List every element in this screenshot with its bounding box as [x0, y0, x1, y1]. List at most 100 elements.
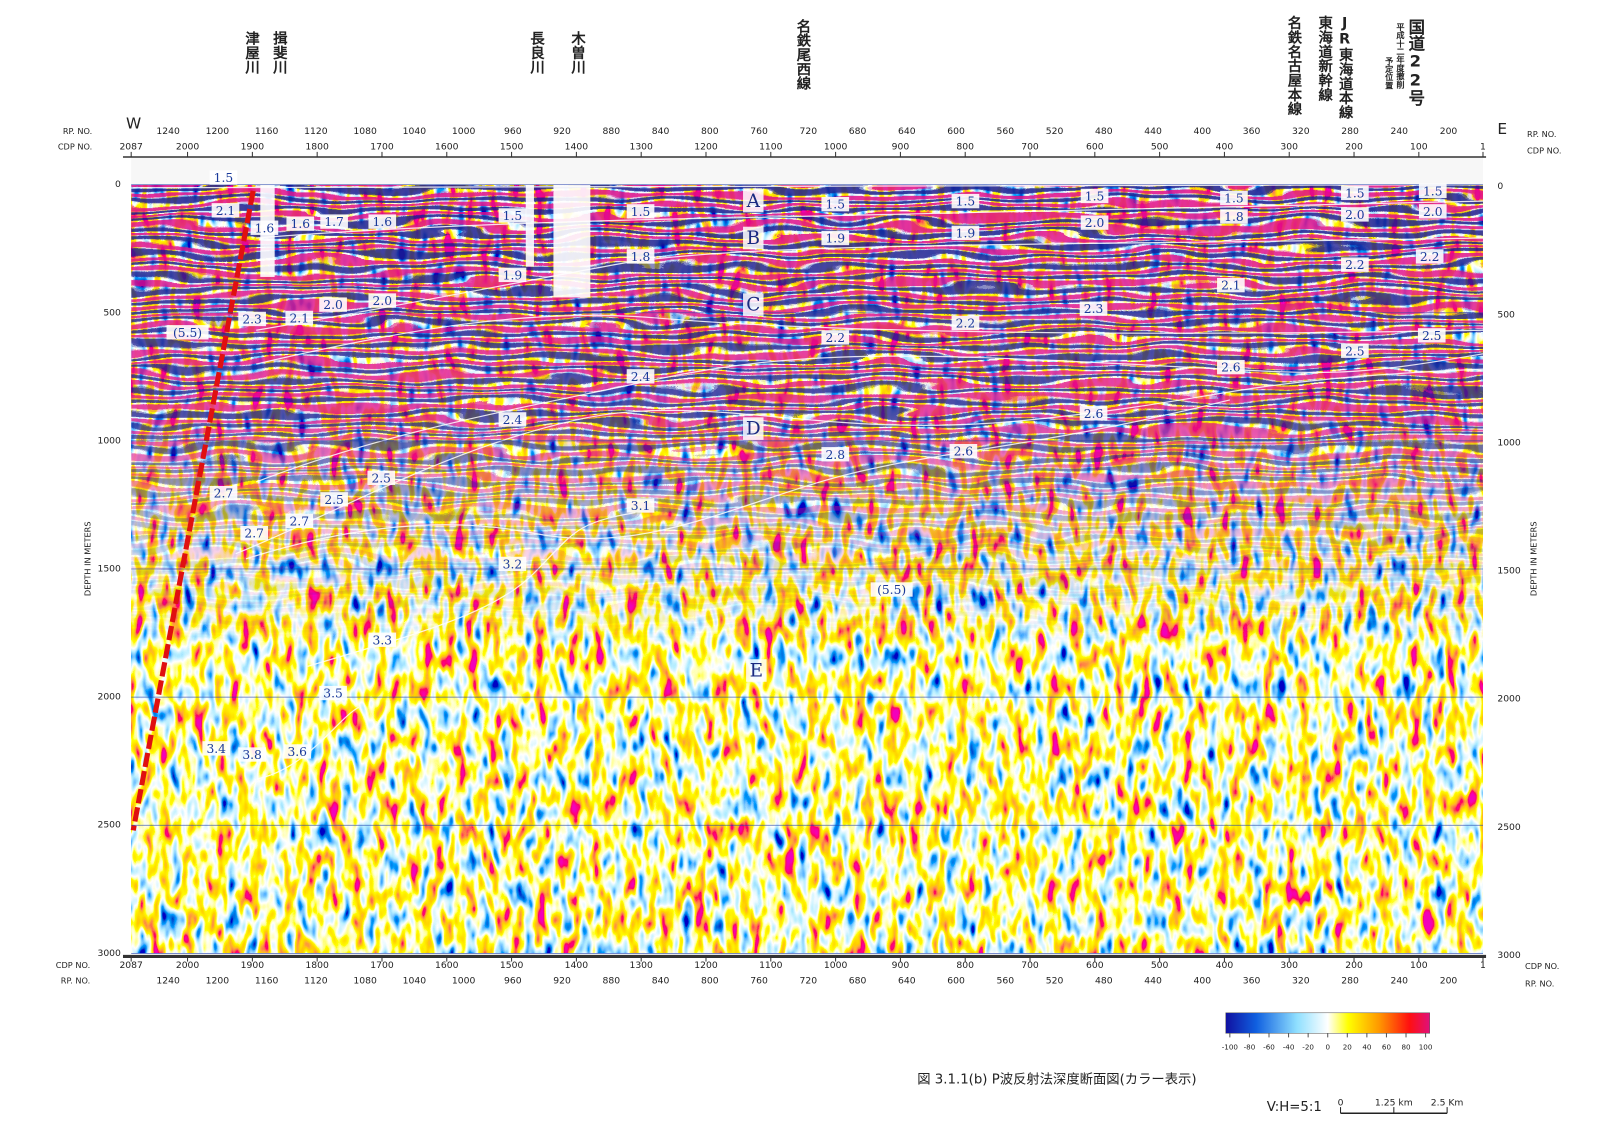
- rp-tick-label: 480: [1095, 126, 1113, 137]
- rp-tick-label: 1000: [452, 976, 476, 987]
- velocity-label-box: [1341, 207, 1369, 222]
- velocity-label-box: [367, 470, 396, 485]
- rp-tick-label: 280: [1341, 976, 1359, 987]
- velocity-label: 1.5: [1085, 189, 1105, 203]
- velocity-label: 2.0: [1423, 205, 1443, 219]
- depth-tick-label: 1500: [97, 564, 121, 575]
- cdp-tick-label: 500: [1151, 960, 1169, 971]
- cdp-tick-label: 2087: [119, 141, 143, 152]
- velocity-label: 2.7: [244, 527, 264, 541]
- scale-tick-label: 1.25 km: [1375, 1097, 1413, 1108]
- cdp-tick-label: 1300: [629, 141, 653, 152]
- velocity-label: 2.7: [214, 487, 234, 501]
- velocity-label: 2.5: [1422, 329, 1442, 343]
- velocity-label: 2.2: [956, 317, 976, 331]
- colorbar-tick-label: -60: [1263, 1043, 1275, 1052]
- velocity-label-box: [238, 747, 266, 762]
- cdp-tick-label: 100: [1410, 141, 1428, 152]
- cdp-tick-label: 1200: [694, 960, 718, 971]
- place-label: 長良川: [528, 31, 545, 75]
- velocity-label: 1.5: [631, 205, 651, 219]
- velocity-label-box: [319, 685, 347, 701]
- velocity-label-box: [951, 315, 980, 331]
- horizon-label-box: [743, 226, 764, 250]
- cdp-tick-label: 1100: [759, 141, 783, 152]
- horizon-label-box: [743, 293, 764, 316]
- depth-tick-label: 1500: [1497, 566, 1521, 577]
- cdp-tick-label: 1700: [370, 960, 394, 971]
- rp-tick-label: 880: [603, 976, 621, 987]
- depth-tick-label: 0: [1497, 181, 1503, 192]
- velocity-label: 2.0: [323, 298, 343, 312]
- rp-tick-label: 1160: [255, 976, 279, 987]
- velocity-label-box: [1341, 257, 1369, 272]
- velocity-label: 3.2: [503, 557, 523, 571]
- colorbar: [1225, 1012, 1430, 1034]
- velocity-label-box: [368, 293, 397, 308]
- velocity-label-box: [626, 204, 655, 219]
- velocity-label: 1.9: [825, 232, 845, 246]
- velocity-label-box: [870, 582, 913, 597]
- rp-tick-label: 960: [504, 126, 522, 137]
- velocity-label: 1.5: [214, 171, 234, 185]
- rp-tick-label: 600: [947, 126, 965, 137]
- velocity-label-box: [498, 412, 527, 427]
- rp-tick-label: 640: [898, 126, 916, 137]
- cdp-tick-label: 1200: [694, 141, 718, 152]
- rp-tick-label: 280: [1341, 126, 1359, 137]
- axis-label: CDP NO.: [56, 960, 90, 970]
- axis-label: RP. NO.: [1525, 979, 1554, 989]
- velocity-label: 1.5: [503, 209, 523, 223]
- axis-label: RP. NO.: [63, 126, 92, 136]
- depth-tick-label: 2500: [97, 820, 121, 831]
- scale-tick-label: 2.5 Km: [1431, 1097, 1464, 1108]
- velocity-label-box: [238, 311, 266, 327]
- velocity-label: 1.5: [1423, 184, 1443, 198]
- cdp-tick-label: 300: [1280, 960, 1298, 971]
- colorbar-tick-label: 0: [1325, 1043, 1330, 1052]
- rp-tick-label: 1120: [304, 976, 328, 987]
- velocity-label: 2.5: [324, 493, 344, 507]
- velocity-label-box: [951, 225, 980, 241]
- cdp-tick-label: 400: [1216, 960, 1234, 971]
- horizon-label: A: [746, 191, 761, 212]
- rp-tick-label: 200: [1440, 976, 1458, 987]
- colorbar-tick-label: -80: [1244, 1043, 1256, 1052]
- colorbar-tick-label: -20: [1302, 1043, 1314, 1052]
- velocity-label: (5.5): [877, 583, 906, 597]
- rp-tick-label: 560: [996, 976, 1014, 987]
- velocity-label: 1.5: [956, 195, 976, 209]
- velocity-label-box: [202, 741, 231, 756]
- scale-ratio: V:H=5:1: [1267, 1100, 1322, 1115]
- seismic-section: [130, 184, 1484, 954]
- cdp-tick-label: 700: [1021, 141, 1039, 152]
- cdp-tick-label: 1000: [824, 960, 848, 971]
- velocity-label: 1.6: [255, 221, 275, 235]
- rp-tick-label: 440: [1144, 976, 1162, 987]
- velocity-label-box: [1220, 209, 1248, 224]
- velocity-label: 1.9: [503, 268, 523, 282]
- velocity-label-box: [250, 220, 279, 235]
- cdp-tick-label: 1000: [824, 141, 848, 152]
- depth-tick-label: 0: [115, 179, 121, 190]
- horizon-label-box: [743, 189, 764, 213]
- cdp-tick-label: 800: [956, 960, 974, 971]
- horizon-label-box: [746, 659, 767, 682]
- velocity-label-box: [1415, 249, 1444, 264]
- velocity-label: 2.1: [216, 204, 236, 218]
- colorbar-tick-label: 100: [1419, 1043, 1433, 1052]
- velocity-label: 3.3: [373, 633, 393, 647]
- cdp-tick-label: 2087: [119, 960, 143, 971]
- velocity-label: 2.7: [289, 514, 309, 528]
- rp-tick-label: 360: [1243, 976, 1261, 987]
- place-label: 木曽川: [569, 30, 586, 75]
- velocity-label: 2.3: [242, 312, 262, 326]
- velocity-label: 2.2: [1345, 258, 1365, 272]
- cdp-tick-label: 1300: [629, 960, 653, 971]
- velocity-label-box: [320, 492, 348, 507]
- rp-tick-label: 1200: [206, 976, 230, 987]
- rp-tick-label: 1160: [255, 126, 279, 137]
- colorbar-tick-label: 40: [1362, 1043, 1372, 1052]
